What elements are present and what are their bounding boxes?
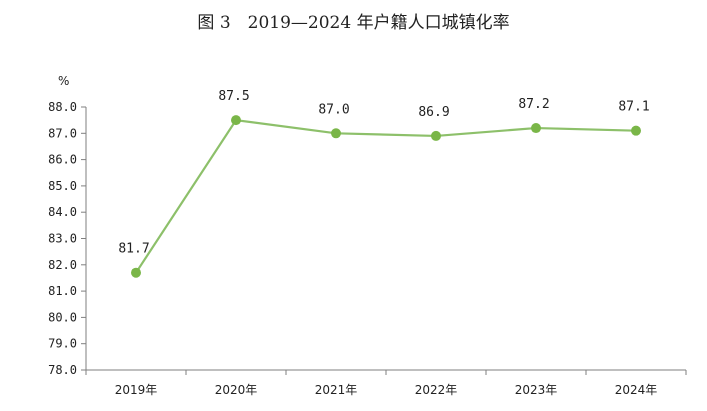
y-tick-label: 84.0 <box>48 205 77 219</box>
y-axis-unit: % <box>58 74 69 88</box>
x-tick-label: 2021年 <box>315 383 358 397</box>
data-label: 87.0 <box>318 102 349 117</box>
x-tick-label: 2019年 <box>115 383 158 397</box>
x-tick-label: 2023年 <box>515 383 558 397</box>
data-label: 87.2 <box>518 97 549 112</box>
data-label: 86.9 <box>418 105 449 120</box>
y-tick-label: 83.0 <box>48 232 77 246</box>
x-tick-label: 2020年 <box>215 383 258 397</box>
x-tick-label: 2022年 <box>415 383 458 397</box>
data-label: 87.1 <box>618 100 649 115</box>
y-tick-label: 78.0 <box>48 363 77 377</box>
y-tick-labels: 78.0 79.0 80.0 81.0 82.0 83.0 84.0 85.0 86.0 87.0… <box>48 100 77 377</box>
x-tick-labels: 2019年 2020年 2021年 2022年 2023年 2024年 <box>115 383 658 397</box>
data-point <box>231 115 241 126</box>
y-tick-label: 88.0 <box>48 100 77 114</box>
y-tick-label: 79.0 <box>48 337 77 351</box>
data-label: 87.5 <box>218 89 249 104</box>
data-point <box>431 130 441 141</box>
y-tick-label: 80.0 <box>48 310 77 324</box>
data-point <box>531 123 541 134</box>
y-tick-label: 82.0 <box>48 258 77 272</box>
data-labels: 81.7 87.5 87.0 86.9 87.2 87.1 <box>118 89 649 257</box>
chart-title: 图 3 2019—2024 年户籍人口城镇化率 <box>197 13 510 33</box>
data-point <box>631 125 641 136</box>
data-label: 81.7 <box>118 242 149 257</box>
data-point <box>131 267 141 278</box>
x-tick-label: 2024年 <box>615 383 658 397</box>
data-point <box>331 128 341 139</box>
series-line <box>131 115 641 278</box>
y-tick-label: 85.0 <box>48 179 77 193</box>
y-tick-label: 81.0 <box>48 284 77 298</box>
axes <box>81 106 687 375</box>
y-tick-label: 86.0 <box>48 153 77 167</box>
y-tick-label: 87.0 <box>48 126 77 140</box>
series-path <box>135 118 637 274</box>
